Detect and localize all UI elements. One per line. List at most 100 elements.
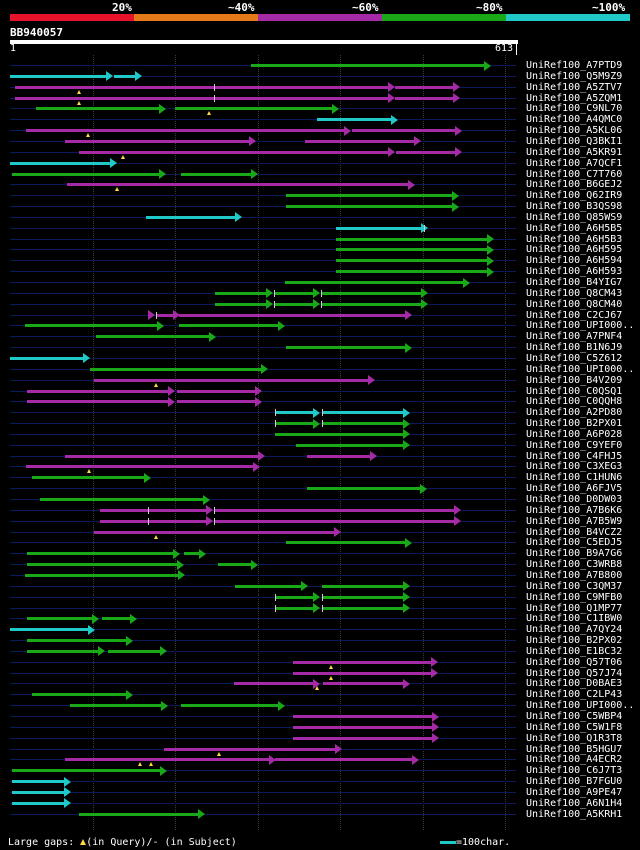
hit-segment[interactable] [286,194,454,198]
hit-segment[interactable] [177,389,257,393]
hit-label[interactable]: UniRef100_A5KL06 [526,125,623,137]
hit-label[interactable]: UniRef100_B4YIG7 [526,277,623,288]
hit-label[interactable]: UniRef100_B1N6J9 [526,342,623,354]
hit-segment[interactable] [94,378,369,382]
hit-segment[interactable] [179,313,406,317]
hit-segment[interactable] [27,400,169,404]
hit-segment[interactable] [163,747,336,751]
hit-label[interactable]: UniRef100_B7FGU0 [526,776,623,788]
hit-segment[interactable] [275,758,414,762]
hit-segment[interactable] [90,367,263,371]
hit-segment[interactable] [250,64,486,67]
hit-label[interactable]: UniRef100_B2PX02 [526,635,623,647]
hit-label[interactable]: UniRef100_A5KR91 [526,146,623,158]
hit-label[interactable]: UniRef100_C3QM37 [526,580,623,592]
hit-segment[interactable] [286,205,454,209]
hit-label[interactable]: UniRef100_A6P028 [526,428,623,440]
hit-segment[interactable] [24,324,158,328]
hit-label[interactable]: UniRef100_C9YEF0 [526,439,623,451]
hit-segment[interactable] [184,552,201,556]
hit-segment[interactable] [156,313,174,317]
hit-segment[interactable] [321,411,405,415]
hit-segment[interactable] [100,508,207,512]
hit-segment[interactable] [12,172,160,176]
hit-label[interactable]: UniRef100_A6H593 [526,266,623,278]
hit-segment[interactable] [36,107,160,111]
hit-label[interactable]: UniRef100_A7B800 [526,569,623,581]
hit-label[interactable]: UniRef100_A5KRH1 [526,808,623,820]
hit-segment[interactable] [320,291,422,295]
hit-segment[interactable] [39,498,205,501]
hit-segment[interactable] [316,118,392,122]
hit-label[interactable]: UniRef100_D0BAE3 [526,678,623,690]
hit-segment[interactable] [218,563,253,567]
hit-label[interactable]: UniRef100_UPI000.. [526,700,635,712]
hit-label[interactable]: UniRef100_C6J7T3 [526,765,623,777]
hit-label[interactable]: UniRef100_A4QMC0 [526,114,623,126]
hit-label[interactable]: UniRef100_A9PE47 [526,786,623,798]
hit-label[interactable]: UniRef100_C0QSQ1 [526,385,623,397]
hit-label[interactable]: UniRef100_B2PX01 [526,418,623,430]
hit-label[interactable]: UniRef100_Q85WS9 [526,211,623,223]
hit-segment[interactable] [275,595,315,599]
hit-segment[interactable] [305,139,416,143]
hit-segment[interactable] [292,715,434,718]
hit-label[interactable]: UniRef100_Q8CM40 [526,298,623,310]
hit-label[interactable]: UniRef100_A6H5B5 [526,222,623,234]
hit-segment[interactable] [27,389,169,393]
hit-segment[interactable] [27,639,127,643]
hit-label[interactable]: UniRef100_B5HGU7 [526,743,623,755]
hit-segment[interactable] [395,96,454,100]
hit-segment[interactable] [65,454,259,458]
hit-label[interactable]: UniRef100_Q1MP77 [526,602,623,614]
hit-segment[interactable] [10,356,85,360]
hit-segment[interactable] [70,704,163,708]
hit-label[interactable]: UniRef100_D0DW03 [526,494,623,505]
hit-label[interactable]: UniRef100_A7B5W9 [526,515,623,527]
hit-segment[interactable] [306,454,372,458]
hit-segment[interactable] [292,660,433,664]
hit-label[interactable]: UniRef100_B9A7G6 [526,548,623,560]
hit-label[interactable]: UniRef100_A6N1H4 [526,797,623,809]
hit-segment[interactable] [234,682,315,686]
hit-segment[interactable] [100,519,207,523]
hit-label[interactable]: UniRef100_C5WBP4 [526,711,623,722]
hit-segment[interactable] [352,129,456,133]
hit-segment[interactable] [79,150,389,154]
hit-segment[interactable] [275,411,315,415]
hit-segment[interactable] [10,628,90,632]
hit-segment[interactable] [26,563,178,567]
hit-segment[interactable] [273,291,315,295]
hit-label[interactable]: UniRef100_B4V209 [526,374,623,386]
hit-segment[interactable] [321,584,405,588]
hit-label[interactable]: UniRef100_A7B6K6 [526,504,623,516]
hit-segment[interactable] [14,85,389,89]
hit-segment[interactable] [214,519,455,523]
hit-segment[interactable] [24,573,180,577]
hit-label[interactable]: UniRef100_B6GEJ2 [526,179,623,191]
hit-segment[interactable] [14,96,389,100]
hit-segment[interactable] [321,606,405,610]
hit-segment[interactable] [32,476,145,480]
hit-label[interactable]: UniRef100_E1BC32 [526,645,623,657]
hit-segment[interactable] [285,281,464,284]
hit-label[interactable]: UniRef100_B4VCZ2 [526,526,623,538]
hit-label[interactable]: UniRef100_C5Z612 [526,352,623,364]
hit-segment[interactable] [25,129,345,133]
hit-segment[interactable] [214,508,455,512]
hit-label[interactable]: UniRef100_A6H595 [526,244,623,256]
hit-segment[interactable] [292,671,433,675]
hit-label[interactable]: UniRef100_C0QQH8 [526,396,623,408]
hit-label[interactable]: UniRef100_Q8CM43 [526,287,623,299]
hit-segment[interactable] [396,150,456,154]
hit-segment[interactable] [275,432,405,436]
hit-label[interactable]: UniRef100_A2PD80 [526,407,623,419]
hit-segment[interactable] [286,346,406,350]
hit-label[interactable]: UniRef100_C9MFB0 [526,591,623,603]
hit-segment[interactable] [275,422,315,426]
hit-segment[interactable] [114,74,137,78]
hit-label[interactable]: UniRef100_Q1R3T8 [526,732,623,744]
hit-segment[interactable] [321,422,405,426]
hit-segment[interactable] [395,85,454,89]
hit-segment[interactable] [12,780,65,784]
